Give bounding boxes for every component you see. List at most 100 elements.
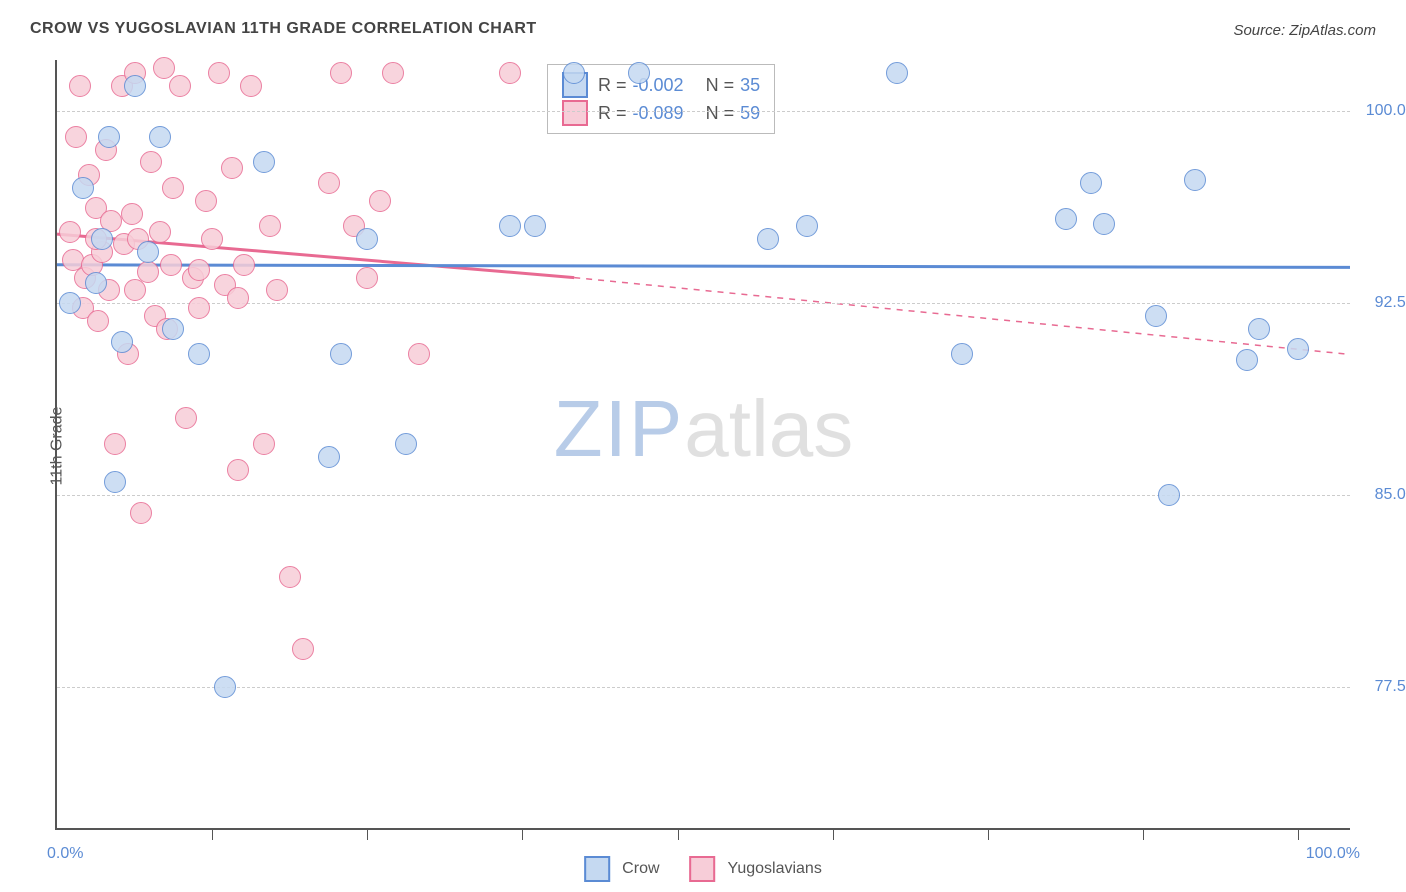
scatter-point-crow	[796, 215, 818, 237]
scatter-point-crow	[356, 228, 378, 250]
scatter-point-yugo	[140, 151, 162, 173]
scatter-point-yugo	[162, 177, 184, 199]
x-axis-min-label: 0.0%	[47, 845, 83, 863]
scatter-point-crow	[149, 126, 171, 148]
chart-title: CROW VS YUGOSLAVIAN 11TH GRADE CORRELATI…	[30, 20, 537, 38]
scatter-point-yugo	[330, 62, 352, 84]
y-tick-label: 100.0%	[1366, 102, 1406, 120]
gridline-h	[57, 111, 1350, 112]
scatter-point-crow	[111, 331, 133, 353]
source-attribution: Source: ZipAtlas.com	[1233, 22, 1376, 39]
scatter-point-crow	[1158, 484, 1180, 506]
scatter-point-crow	[137, 241, 159, 263]
crow-n-value: 35	[740, 71, 760, 99]
scatter-point-crow	[1287, 338, 1309, 360]
swatch-yugo	[690, 856, 716, 882]
scatter-point-yugo	[227, 459, 249, 481]
scatter-point-yugo	[195, 190, 217, 212]
scatter-point-yugo	[169, 75, 191, 97]
scatter-point-yugo	[240, 75, 262, 97]
scatter-point-yugo	[318, 172, 340, 194]
scatter-point-crow	[124, 75, 146, 97]
scatter-point-yugo	[153, 57, 175, 79]
scatter-point-crow	[563, 62, 585, 84]
scatter-point-yugo	[130, 502, 152, 524]
scatter-point-yugo	[233, 254, 255, 276]
x-tick	[1143, 828, 1144, 840]
x-tick	[988, 828, 989, 840]
scatter-point-yugo	[87, 310, 109, 332]
y-tick-label: 85.0%	[1375, 486, 1406, 504]
n-label: N =	[706, 99, 735, 127]
gridline-h	[57, 687, 1350, 688]
scatter-point-yugo	[160, 254, 182, 276]
scatter-point-yugo	[227, 287, 249, 309]
scatter-point-crow	[59, 292, 81, 314]
x-tick	[367, 828, 368, 840]
legend-label-yugo: Yugoslavians	[728, 860, 822, 878]
plot-area: ZIPatlas R = -0.002 N = 35 R = -0.089 N …	[55, 60, 1350, 830]
scatter-point-yugo	[369, 190, 391, 212]
scatter-point-yugo	[121, 203, 143, 225]
scatter-point-crow	[1236, 349, 1258, 371]
x-tick	[522, 828, 523, 840]
scatter-point-yugo	[259, 215, 281, 237]
scatter-point-crow	[91, 228, 113, 250]
scatter-point-crow	[214, 676, 236, 698]
scatter-point-yugo	[59, 221, 81, 243]
scatter-point-yugo	[253, 433, 275, 455]
x-tick	[1298, 828, 1299, 840]
scatter-point-yugo	[149, 221, 171, 243]
scatter-point-yugo	[65, 126, 87, 148]
scatter-point-crow	[98, 126, 120, 148]
scatter-point-yugo	[124, 279, 146, 301]
swatch-crow	[584, 856, 610, 882]
scatter-point-crow	[104, 471, 126, 493]
scatter-point-yugo	[356, 267, 378, 289]
scatter-point-crow	[1093, 213, 1115, 235]
x-axis-max-label: 100.0%	[1306, 845, 1360, 863]
scatter-point-yugo	[221, 157, 243, 179]
scatter-point-crow	[330, 343, 352, 365]
scatter-point-crow	[1055, 208, 1077, 230]
scatter-point-crow	[253, 151, 275, 173]
n-label: N =	[706, 71, 735, 99]
y-tick-label: 92.5%	[1375, 294, 1406, 312]
scatter-point-crow	[628, 62, 650, 84]
scatter-point-yugo	[408, 343, 430, 365]
stats-legend-row-crow: R = -0.002 N = 35	[562, 71, 760, 99]
yugo-r-value: -0.089	[633, 99, 684, 127]
x-tick	[678, 828, 679, 840]
legend-item-yugo: Yugoslavians	[690, 856, 822, 882]
gridline-h	[57, 495, 1350, 496]
scatter-point-crow	[951, 343, 973, 365]
scatter-point-yugo	[69, 75, 91, 97]
scatter-point-crow	[499, 215, 521, 237]
scatter-point-yugo	[292, 638, 314, 660]
scatter-point-crow	[886, 62, 908, 84]
scatter-point-yugo	[188, 297, 210, 319]
regression-lines	[57, 60, 1350, 828]
y-tick-label: 77.5%	[1375, 678, 1406, 696]
watermark-logo: ZIPatlas	[554, 383, 853, 475]
r-label: R =	[598, 71, 627, 99]
scatter-point-yugo	[279, 566, 301, 588]
x-tick	[212, 828, 213, 840]
legend-label-crow: Crow	[622, 860, 659, 878]
scatter-point-yugo	[201, 228, 223, 250]
scatter-point-yugo	[208, 62, 230, 84]
scatter-point-crow	[395, 433, 417, 455]
scatter-point-crow	[757, 228, 779, 250]
scatter-point-yugo	[499, 62, 521, 84]
scatter-point-crow	[188, 343, 210, 365]
scatter-point-crow	[1184, 169, 1206, 191]
scatter-point-crow	[1248, 318, 1270, 340]
scatter-point-crow	[318, 446, 340, 468]
scatter-point-yugo	[188, 259, 210, 281]
scatter-point-yugo	[175, 407, 197, 429]
scatter-point-crow	[524, 215, 546, 237]
r-label: R =	[598, 99, 627, 127]
scatter-point-crow	[85, 272, 107, 294]
scatter-point-yugo	[382, 62, 404, 84]
scatter-point-crow	[162, 318, 184, 340]
